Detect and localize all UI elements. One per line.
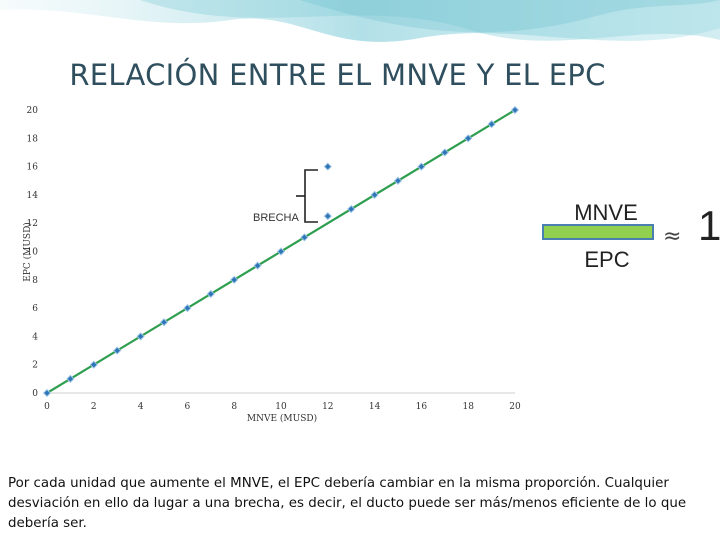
y-tick-label: 16: [27, 163, 39, 173]
data-point: [42, 388, 52, 398]
ratio-denominator: EPC: [584, 247, 629, 272]
y-tick-label: 4: [32, 332, 38, 342]
ratio-value: 1: [698, 202, 720, 249]
ratio-fraction-bar: [542, 224, 654, 240]
y-tick-label: 6: [32, 304, 38, 314]
x-tick-label: 10: [275, 402, 287, 412]
background-wave-decoration: [0, 0, 720, 42]
gap-annotation: BRECHA: [253, 169, 318, 224]
data-point: [440, 148, 449, 157]
gap-label: BRECHA: [253, 212, 300, 224]
data-point: [159, 318, 169, 327]
data-point: [113, 346, 122, 355]
data-point: [464, 134, 473, 143]
y-tick-label: 10: [27, 248, 39, 258]
gap-bracket: [304, 169, 318, 223]
data-point: [323, 162, 332, 171]
y-axis-title: EPC (MUSD): [22, 222, 33, 282]
y-tick-label: 0: [32, 389, 38, 399]
x-tick-label: 16: [416, 402, 428, 412]
x-tick-label: 0: [44, 402, 50, 412]
y-tick-labels: 0 2 4 6 8 10 12 14 16 18 20: [27, 106, 39, 399]
y-tick-label: 2: [32, 361, 38, 371]
data-point: [370, 190, 379, 200]
y-tick-label: 12: [27, 219, 38, 229]
x-axis-title: MNVE (MUSD): [247, 413, 317, 424]
data-point: [136, 332, 145, 341]
x-tick-label: 4: [138, 402, 144, 412]
x-tick-labels: 0 2 4 6 8 10 12 14 16 18 20: [44, 402, 521, 412]
ratio-box: MNVE EPC ≈ 1: [542, 200, 720, 272]
data-points-layer: [42, 105, 520, 398]
y-tick-label: 20: [27, 106, 39, 116]
x-tick-label: 2: [91, 402, 97, 412]
data-point: [230, 275, 239, 284]
data-point: [393, 176, 403, 185]
approx-symbol: ≈: [663, 224, 681, 249]
x-tick-label: 12: [322, 402, 333, 412]
data-point: [347, 204, 356, 214]
data-point: [253, 261, 262, 270]
y-tick-label: 14: [27, 191, 39, 201]
x-tick-label: 6: [185, 402, 191, 412]
footnote-text: Por cada unidad que aumente el MNVE, el …: [8, 476, 687, 531]
y-tick-label: 8: [32, 276, 38, 286]
x-tick-label: 14: [369, 402, 381, 412]
data-point: [510, 105, 520, 115]
data-point: [89, 360, 98, 369]
x-tick-label: 20: [509, 402, 521, 412]
data-point: [417, 162, 426, 171]
data-point: [206, 289, 215, 299]
data-point: [276, 247, 286, 256]
x-tick-label: 18: [462, 402, 474, 412]
ratio-numerator: MNVE: [574, 200, 638, 225]
data-point: [323, 212, 332, 221]
data-point: [487, 120, 496, 129]
data-point: [66, 374, 75, 383]
slide-title: RELACIÓN ENTRE EL MNVE Y EL EPC: [69, 58, 606, 92]
data-point: [300, 233, 309, 242]
x-tick-label: 8: [231, 402, 237, 412]
y-tick-label: 18: [27, 134, 39, 144]
data-point: [183, 303, 192, 313]
